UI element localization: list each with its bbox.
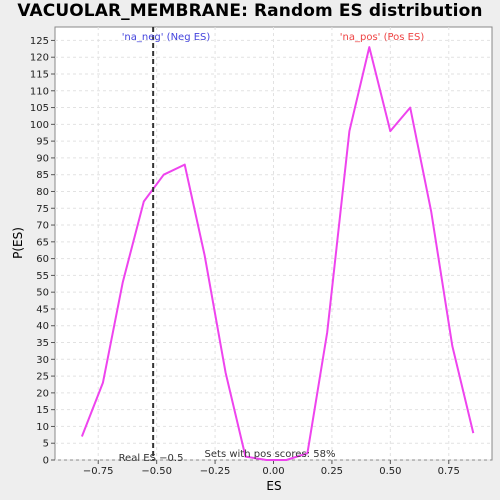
pos-es-label: 'na_pos' (Pos ES) <box>340 32 425 43</box>
y-tick-label: 125 <box>30 36 49 47</box>
y-tick-label: 45 <box>36 304 49 315</box>
y-tick-label: 10 <box>36 422 49 433</box>
y-tick-label: 105 <box>30 103 49 114</box>
y-tick-label: 85 <box>36 170 49 181</box>
neg-es-label: 'na_neg' (Neg ES) <box>122 32 211 43</box>
x-tick-label: −0.25 <box>200 466 231 477</box>
y-tick-label: 80 <box>36 187 49 198</box>
x-tick-label: −0.75 <box>83 466 114 477</box>
x-tick-label: −0.50 <box>141 466 172 477</box>
x-tick-label: 0.25 <box>321 466 343 477</box>
x-tick-label: 0.00 <box>262 466 284 477</box>
y-tick-label: 50 <box>36 288 49 299</box>
y-tick-label: 15 <box>36 405 49 416</box>
y-tick-label: 55 <box>36 271 49 282</box>
es-distribution-line <box>80 46 475 461</box>
real-es-label: Real ES −0.5 <box>119 453 184 464</box>
x-tick-label: 0.50 <box>379 466 401 477</box>
y-tick-label: 90 <box>36 153 49 164</box>
y-tick-label: 115 <box>30 69 49 80</box>
y-axis: 0 5 10 15 20 25 30 35 40 45 50 55 60 65 70 75 80 85 90 95 10… <box>30 36 55 467</box>
y-tick-label: 60 <box>36 254 49 265</box>
y-tick-label: 5 <box>43 439 49 450</box>
x-axis-label: ES <box>266 479 281 493</box>
y-tick-label: 30 <box>36 355 49 366</box>
y-tick-label: 35 <box>36 338 49 349</box>
y-tick-label: 0 <box>43 456 49 467</box>
y-axis-label: P(ES) <box>11 227 25 259</box>
x-axis: −0.75 −0.50 −0.25 0.00 0.25 0.50 0.75 <box>83 460 460 477</box>
y-tick-label: 20 <box>36 388 49 399</box>
y-tick-label: 25 <box>36 372 49 383</box>
y-tick-label: 40 <box>36 321 49 332</box>
y-tick-label: 120 <box>30 53 49 64</box>
y-tick-label: 70 <box>36 221 49 232</box>
y-tick-label: 75 <box>36 204 49 215</box>
grid <box>55 27 492 461</box>
chart-title: VACUOLAR_MEMBRANE: Random ES distributio… <box>17 1 483 21</box>
y-tick-label: 65 <box>36 237 49 248</box>
y-tick-label: 110 <box>30 86 49 97</box>
y-tick-label: 95 <box>36 137 49 148</box>
x-tick-label: 0.75 <box>438 466 460 477</box>
series-layer <box>80 46 475 461</box>
pos-scores-label: Sets with pos scores: 58% <box>205 449 336 460</box>
y-tick-label: 100 <box>30 120 49 131</box>
